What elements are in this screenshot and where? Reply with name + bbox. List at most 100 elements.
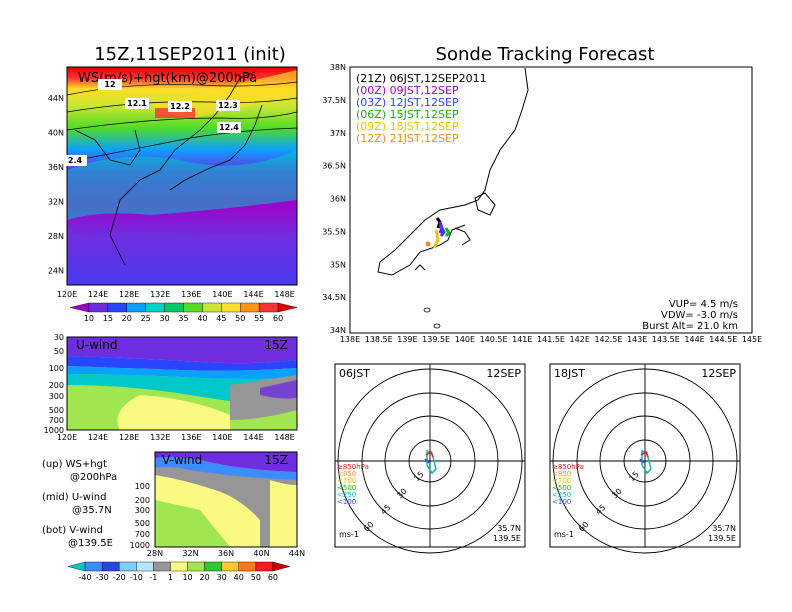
map-x-tick: 128E (119, 290, 139, 299)
track-lat-tick: 36N (330, 195, 346, 204)
wind-colorbar-label: -1 (149, 573, 157, 582)
polar-lon: 139.5E (493, 534, 521, 543)
track-lon-tick: 139E (397, 335, 417, 344)
vwind-x-tick: 32N (182, 549, 198, 558)
polar-date: 12SEP (486, 367, 521, 380)
wind-colorbar-label: 10 (182, 573, 192, 582)
launch-legend-entry: (21Z) 06JST,12SEP2011 (356, 72, 487, 85)
ws-colorbar-cell (183, 302, 203, 313)
uwind-x-tick: 140E (212, 433, 232, 442)
polar-unit: ms-1 (554, 530, 574, 539)
hodograph-trace (424, 458, 430, 464)
wind-colorbar-label: 50 (251, 573, 261, 582)
hodograph-trace (639, 458, 645, 464)
polar-time: 06JST (339, 367, 370, 380)
uwind-y-tick: 1000 (44, 426, 64, 435)
wind-colorbar-label: -20 (113, 573, 126, 582)
polar-lat: 35.7N (712, 524, 736, 533)
track-lon-tick: 139.5E (422, 335, 450, 344)
legend-bot2: @139.5E (68, 538, 113, 549)
map-x-tick: 132E (150, 290, 170, 299)
legend-up: (up) WS+hgt (42, 459, 107, 470)
uwind-x-tick: 148E (274, 433, 294, 442)
uwind-x-tick: 128E (119, 433, 139, 442)
ws-colorbar-label: 30 (159, 314, 169, 323)
uwind-time: 15Z (265, 338, 289, 352)
track-lat-tick: 38N (330, 63, 346, 72)
ws-colorbar-cell (258, 302, 279, 313)
map-x-tick: 144E (243, 290, 263, 299)
map-x-tick: 120E (57, 290, 77, 299)
launch-legend-entry: (00Z) 09JST,12SEP (356, 84, 459, 97)
hodograph-trace (640, 450, 649, 458)
polar-date: 12SEP (701, 367, 736, 380)
map-x-tick: 124E (88, 290, 108, 299)
wind-colorbar-label: 30 (217, 573, 227, 582)
track-lat-tick: 34.5N (322, 293, 346, 302)
map-y-tick: 40N (48, 129, 64, 138)
contour-label-bg (98, 79, 122, 90)
vwind-y-tick: 200 (135, 496, 150, 505)
launch-legend-entry: (12Z) 21JST,12SEP (356, 132, 459, 145)
uwind-y-tick: 500 (49, 406, 64, 415)
track-lon-tick: 138.5E (365, 335, 393, 344)
wind-colorbar-cell (84, 561, 103, 572)
polar-legend-entry: <850 (337, 470, 356, 478)
uwind-y-tick: 50 (54, 347, 64, 356)
ws-colorbar-label: 40 (197, 314, 207, 323)
wind-colorbar-cell (136, 561, 154, 572)
wind-colorbar-label: -30 (96, 573, 109, 582)
wind-colorbar-label: -40 (79, 573, 92, 582)
track-lon-tick: 138E (340, 335, 360, 344)
uwind-x-tick: 124E (88, 433, 108, 442)
track-lon-tick: 141.5E (537, 335, 565, 344)
vup-text: VUP= 4.5 m/s (669, 299, 738, 310)
ws-map-panel: WS(m/s)+hgt(km)@200hPa 12 12.1 12.2 12.3 12.… (48, 66, 298, 299)
track-lon-tick: 142.5E (594, 335, 622, 344)
wind-colorbar-cell (255, 561, 274, 572)
legend-mid2: @35.7N (72, 505, 112, 516)
map-x-tick: 140E (212, 290, 232, 299)
polar-legend-entry: <100 (337, 498, 356, 506)
wind-colorbar-cell (272, 561, 291, 572)
track-lon-tick: 142E (570, 335, 590, 344)
track-lat-tick: 35.5N (322, 227, 346, 236)
uwind-x-tick: 144E (243, 433, 263, 442)
vwind-y-tick: 700 (135, 530, 150, 539)
polar-legend-entry: <700 (337, 477, 356, 485)
uwind-label: U-wind (76, 338, 117, 352)
uwind-x-tick: 132E (150, 433, 170, 442)
wind-colorbar-cell (238, 561, 257, 572)
wind-colorbar-cell (67, 561, 86, 572)
ws-colorbar-cell (107, 302, 127, 313)
wind-colorbar-cell (221, 561, 239, 572)
ws-colorbar-cell (145, 302, 165, 313)
map-y-tick: 28N (48, 232, 64, 241)
uwind-y-tick: 300 (49, 392, 64, 401)
ws-colorbar-cell (221, 302, 241, 313)
ws-colorbar-cell (240, 302, 260, 313)
vwind-y-tick: 100 (135, 482, 150, 491)
track-lon-tick: 141E (512, 335, 532, 344)
vwind-y-tick: 1000 (130, 541, 150, 550)
wind-colorbar-cell (170, 561, 188, 572)
uwind-y-tick: 700 (49, 416, 64, 425)
contour-label: 2.4 (68, 156, 83, 165)
polar-legend-entry: ≥850hPa (337, 463, 369, 471)
uwind-x-tick: 136E (181, 433, 201, 442)
ws-colorbar-label: 35 (178, 314, 188, 323)
contour-label: 12.2 (170, 102, 190, 111)
polar-legend-entry: <250 (552, 491, 571, 499)
polar-lon: 139.5E (708, 534, 736, 543)
contour-label-bg (216, 100, 240, 111)
right-title: Sonde Tracking Forecast (436, 44, 655, 65)
uwind-y-tick: 30 (54, 333, 64, 342)
launch-legend-entry: (06Z) 15JST,12SEP (356, 108, 459, 121)
map-x-tick: 148E (274, 290, 294, 299)
ws-colorbar: 10 15 20 25 30 35 40 45 50 55 60 (69, 302, 298, 323)
ws-colorbar-label: 15 (103, 314, 113, 323)
